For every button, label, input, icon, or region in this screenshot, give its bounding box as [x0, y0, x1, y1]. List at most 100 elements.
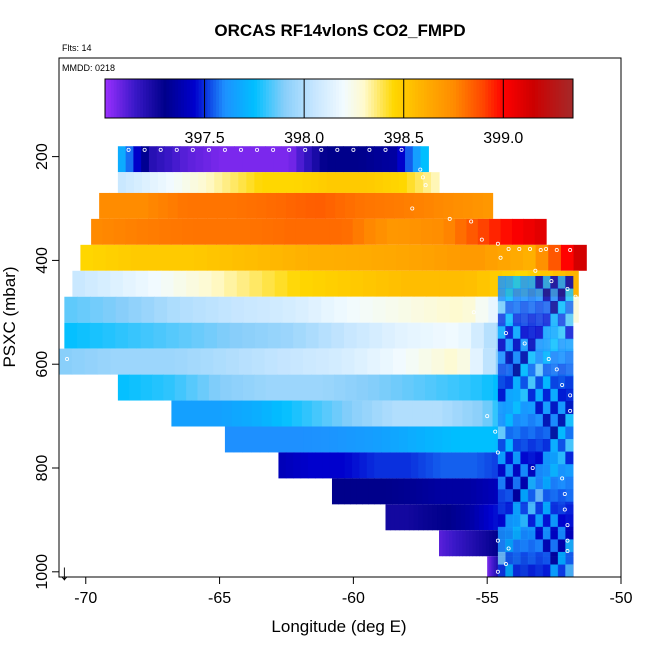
heatmap-cell	[548, 244, 562, 271]
heatmap-cell	[224, 426, 235, 453]
profile-cell	[542, 464, 551, 478]
heatmap-cell	[293, 322, 307, 349]
heatmap-cell	[291, 400, 303, 427]
colorbar-segment	[508, 79, 513, 118]
heatmap-cell	[491, 556, 495, 577]
profile-cell	[557, 564, 566, 578]
flight-track-point	[560, 382, 565, 387]
heatmap-cell	[141, 296, 155, 323]
heatmap-cell	[337, 270, 352, 297]
heatmap-cell	[97, 270, 111, 297]
colorbar-segment	[371, 79, 375, 118]
profile-cell	[542, 301, 551, 315]
heatmap-cell	[422, 478, 429, 505]
heatmap-cell	[187, 192, 199, 219]
flight-track-point	[506, 546, 511, 551]
profile-cell	[550, 275, 559, 290]
colorbar-tick-label: 397.5	[185, 130, 225, 147]
heatmap-cell	[420, 322, 434, 349]
profile-cell	[565, 464, 574, 478]
profile-cell	[520, 551, 529, 565]
heatmap-cell	[233, 426, 243, 453]
flight-track-point	[222, 147, 227, 152]
colorbar-segment	[233, 79, 238, 118]
heatmap-cell	[102, 322, 116, 349]
heatmap-cell	[398, 218, 411, 245]
flight-track-point	[303, 147, 308, 152]
heatmap-cell	[449, 530, 453, 557]
heatmap-cell	[186, 270, 200, 297]
profile-cell	[527, 401, 536, 415]
colorbar-segment	[245, 79, 249, 118]
heatmap-cell	[469, 452, 478, 479]
profile-cell	[542, 551, 551, 565]
profile-cell	[535, 401, 544, 415]
heatmap-cell	[392, 348, 407, 375]
profile-cell	[535, 388, 544, 402]
heatmap-cell	[477, 452, 486, 479]
heatmap-cell	[281, 400, 293, 427]
profile-cell	[550, 338, 559, 352]
x-tick-label: -65	[208, 590, 231, 607]
flight-track-point	[319, 147, 324, 152]
heatmap-cell	[358, 172, 368, 193]
profile-cell	[565, 363, 574, 377]
colorbar-segment	[394, 79, 398, 118]
heatmap-cell	[413, 270, 428, 297]
profile-cell	[520, 275, 529, 290]
heatmap-cell	[267, 322, 282, 349]
heatmap-cell	[477, 426, 487, 453]
profile-cell	[565, 564, 574, 578]
flight-track-point	[498, 255, 503, 260]
heatmap-cell	[434, 478, 441, 505]
flight-track-point	[335, 147, 340, 152]
heatmap-cell	[311, 374, 324, 401]
heatmap-cell	[428, 478, 435, 505]
heatmap-cell	[110, 270, 124, 297]
profile-cell	[557, 401, 566, 415]
profile-cell	[512, 376, 521, 390]
heatmap-cell	[350, 172, 360, 193]
heatmap-cell	[195, 146, 204, 173]
colorbar-segment	[166, 79, 170, 118]
heatmap-cell	[244, 296, 258, 323]
flight-track-point	[568, 393, 573, 398]
heatmap-cell	[251, 400, 263, 427]
heatmap-cell	[442, 400, 453, 427]
heatmap-cell	[534, 218, 547, 245]
heatmap-cell	[187, 146, 197, 173]
heatmap-cell	[231, 296, 245, 323]
profile-cell	[565, 275, 574, 290]
heatmap-cell	[229, 322, 243, 349]
profile-cell	[557, 275, 566, 290]
heatmap-cell	[573, 244, 587, 271]
profile-cell	[520, 388, 529, 402]
heatmap-cell	[77, 322, 91, 349]
profile-cell	[565, 338, 574, 352]
profile-cell	[557, 476, 566, 490]
heatmap-cell	[405, 146, 414, 173]
heatmap-cell	[280, 322, 294, 349]
profile-cell	[512, 476, 521, 490]
profile-cell	[505, 288, 514, 302]
heatmap-cell	[236, 270, 251, 297]
heatmap-cell	[264, 348, 278, 375]
colorbar-segment	[163, 79, 167, 118]
heatmap-cell	[285, 452, 294, 479]
heatmap-cell	[459, 244, 474, 271]
profile-cell	[535, 451, 544, 465]
heatmap-cell	[409, 244, 423, 271]
profile-cell	[505, 401, 514, 415]
profile-cell	[557, 426, 566, 440]
heatmap-cell	[394, 322, 409, 349]
flight-track-point	[538, 248, 543, 253]
heatmap-cell	[320, 244, 334, 271]
flight-track-point	[503, 331, 508, 336]
heatmap-cell	[72, 270, 86, 297]
heatmap-cell	[359, 452, 368, 479]
profile-cell	[505, 301, 514, 315]
heatmap-cell	[469, 530, 474, 557]
heatmap-cell	[445, 530, 450, 557]
colorbar-segment	[286, 79, 290, 118]
profile-cell	[512, 564, 521, 578]
